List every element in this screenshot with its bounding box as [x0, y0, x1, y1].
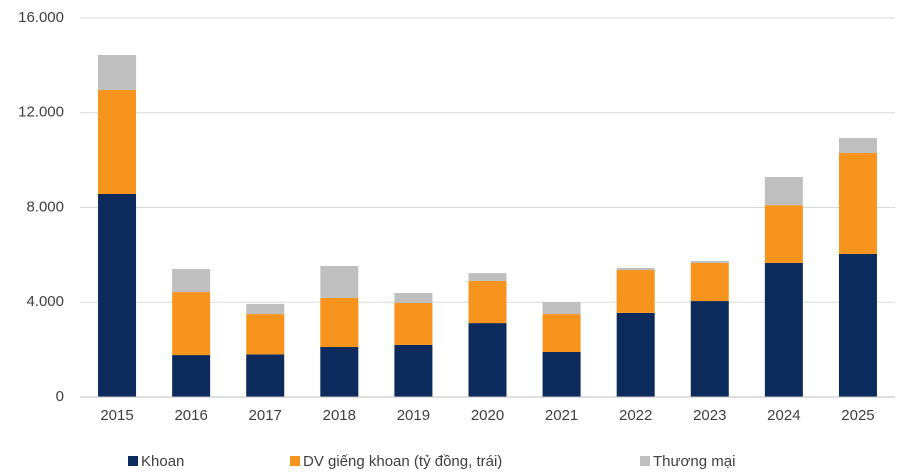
- legend-label: Khoan: [141, 453, 184, 470]
- x-tick-label: 2023: [693, 407, 726, 424]
- bar-segment: [394, 344, 433, 397]
- x-tick-label: 2018: [323, 407, 356, 424]
- bar-segment: [838, 253, 877, 397]
- x-tick-label: 2017: [249, 407, 282, 424]
- bar-segment: [468, 323, 507, 397]
- bar-segment: [172, 269, 211, 293]
- x-tick-label: 2019: [397, 407, 430, 424]
- bar-segment: [172, 355, 211, 397]
- bar-segment: [764, 176, 803, 206]
- bar-segment: [98, 54, 137, 91]
- bar-segment: [246, 354, 285, 397]
- bar-segment: [468, 280, 507, 324]
- x-tick-label: 2016: [174, 407, 207, 424]
- bar-segment: [838, 153, 877, 254]
- bar-segment: [764, 262, 803, 397]
- bar-segment: [764, 205, 803, 263]
- x-tick-label: 2015: [100, 407, 133, 424]
- bar-segment: [542, 314, 581, 352]
- bar-segment: [690, 301, 729, 397]
- legend-label: DV giếng khoan (tỷ đồng, trái): [303, 453, 502, 470]
- bar-segment: [320, 347, 359, 397]
- bar-segment: [616, 312, 655, 397]
- y-tick-label: 8.000: [26, 198, 64, 215]
- legend-label: Thương mại: [653, 453, 735, 470]
- bar-segment: [690, 261, 729, 263]
- bar-segment: [98, 193, 137, 397]
- bar-segment: [690, 262, 729, 302]
- bar-segment: [838, 138, 877, 154]
- x-tick-label: 2022: [619, 407, 652, 424]
- bar-segment: [616, 270, 655, 313]
- bar-segment: [542, 302, 581, 315]
- x-tick-label: 2021: [545, 407, 578, 424]
- bar-segment: [246, 303, 285, 315]
- x-tick-label: 2020: [471, 407, 504, 424]
- bar-segment: [172, 292, 211, 356]
- legend-swatch: [128, 456, 138, 466]
- y-tick-label: 0: [56, 388, 64, 405]
- bar-segment: [542, 351, 581, 397]
- x-tick-label: 2024: [767, 407, 800, 424]
- legend-swatch: [640, 456, 650, 466]
- x-tick-label: 2025: [841, 407, 874, 424]
- bar-segment: [468, 273, 507, 281]
- legend-swatch: [290, 456, 300, 466]
- bar-segment: [98, 90, 137, 194]
- bar-segment: [394, 293, 433, 303]
- bar-segment: [616, 267, 655, 271]
- bar-segment: [320, 297, 359, 348]
- bar-segment: [320, 266, 359, 298]
- y-tick-label: 4.000: [26, 293, 64, 310]
- y-tick-label: 16.000: [18, 9, 64, 26]
- y-tick-label: 12.000: [18, 104, 64, 121]
- bar-segment: [394, 302, 433, 345]
- bar-segment: [246, 314, 285, 355]
